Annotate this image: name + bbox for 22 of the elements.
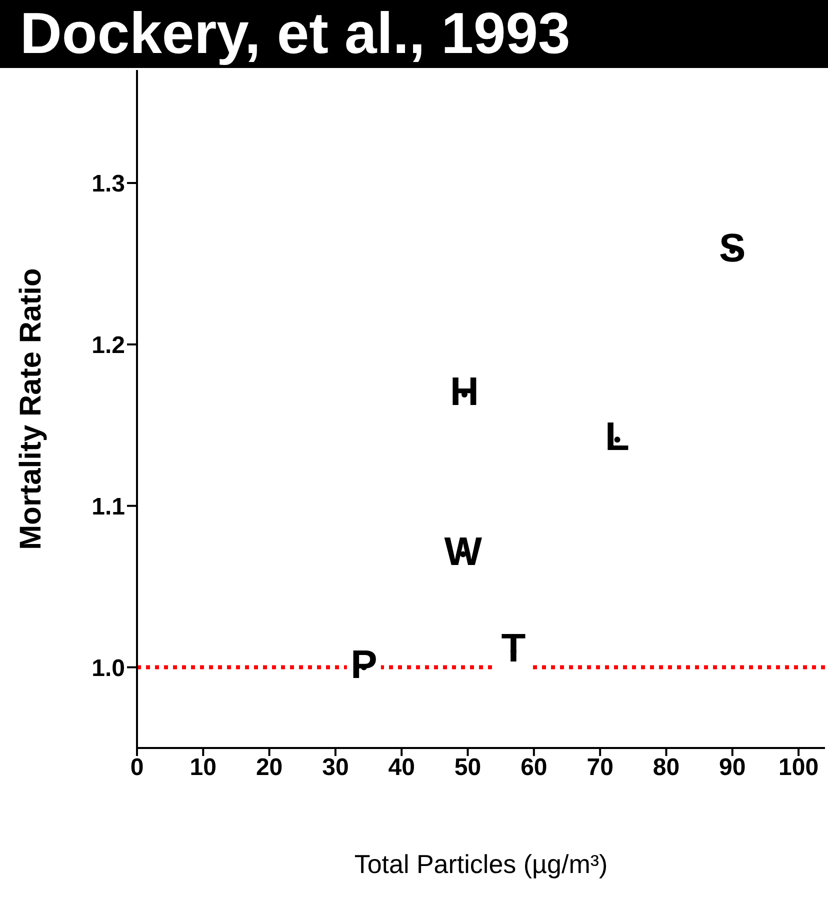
x-tick-label: 100 [778, 754, 819, 782]
x-tick-label: 20 [256, 754, 283, 782]
chart-title: Dockery, et al., 1993 [0, 0, 828, 68]
y-tick-label: 1.3 [92, 170, 125, 198]
y-tick-label: 1.1 [92, 493, 125, 520]
x-tick-label: 10 [190, 754, 217, 782]
data-label: L [605, 415, 630, 460]
x-tick-label: 50 [454, 754, 482, 782]
x-axis-title: Total Particles (µg/m³) [354, 849, 608, 879]
x-tick-label: 70 [586, 754, 614, 782]
x-tick-label: 40 [388, 754, 415, 782]
x-tick-label: 60 [520, 754, 548, 782]
y-tick-label: 1.2 [92, 332, 125, 359]
data-label: W [444, 530, 482, 574]
data-label: S [719, 226, 746, 270]
x-tick-label: 80 [652, 754, 680, 782]
x-tick-label: 90 [719, 754, 746, 782]
x-tick-label: 30 [322, 754, 349, 782]
y-tick-label: 1.0 [92, 654, 125, 682]
data-label: H [450, 370, 479, 414]
y-axis-title: Mortality Rate Ratio [14, 268, 48, 550]
x-tick-label: 0 [130, 754, 144, 782]
